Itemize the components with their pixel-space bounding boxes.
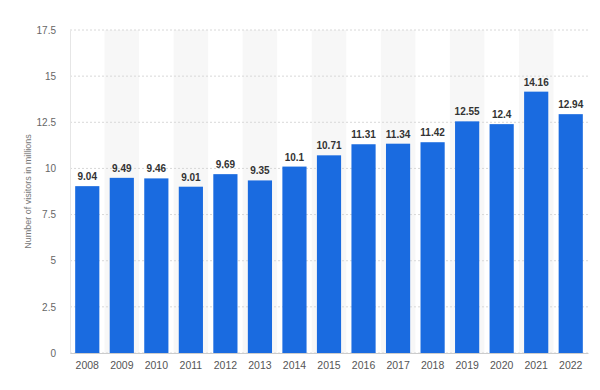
chart: 0 2.5 5 7.5 10 12.5 15 17.5 2008 2009 2010 2011 2012… bbox=[0, 0, 600, 390]
bar bbox=[213, 174, 237, 353]
x-tick: 2013 bbox=[248, 353, 272, 371]
y-tick: 12.5 bbox=[37, 117, 70, 128]
grid-line bbox=[70, 30, 588, 31]
x-tick-label: 2008 bbox=[76, 359, 100, 371]
bar bbox=[179, 187, 203, 353]
bar bbox=[386, 144, 410, 353]
x-tick-label: 2021 bbox=[525, 359, 549, 371]
y-axis-line bbox=[70, 31, 71, 354]
x-tick: 2016 bbox=[352, 353, 376, 371]
x-tick-label: 2016 bbox=[352, 359, 376, 371]
bar bbox=[110, 178, 134, 353]
x-tick: 2012 bbox=[214, 353, 238, 371]
data-label: 9.01 bbox=[181, 172, 201, 183]
data-label: 10.1 bbox=[285, 152, 305, 163]
x-tick-label: 2009 bbox=[110, 359, 134, 371]
x-tick: 2021 bbox=[525, 353, 549, 371]
x-tick: 2009 bbox=[110, 353, 134, 371]
y-tick: 5 bbox=[50, 255, 70, 266]
x-tick-label: 2022 bbox=[559, 359, 583, 371]
y-tick: 10 bbox=[45, 163, 70, 174]
y-tick-label: 17.5 bbox=[37, 25, 57, 36]
y-tick: 2.5 bbox=[42, 302, 70, 313]
data-label: 14.16 bbox=[524, 77, 549, 88]
bar bbox=[282, 167, 306, 353]
y-tick-label: 10 bbox=[45, 163, 57, 174]
data-label: 9.49 bbox=[112, 163, 132, 174]
y-tick-label: 2.5 bbox=[42, 302, 56, 313]
x-tick: 2011 bbox=[180, 353, 203, 371]
y-tick-label: 7.5 bbox=[42, 209, 56, 220]
data-label: 12.55 bbox=[455, 106, 480, 117]
data-label: 11.42 bbox=[420, 127, 445, 138]
x-tick: 2014 bbox=[283, 353, 307, 371]
bars bbox=[75, 92, 583, 353]
data-label: 9.35 bbox=[250, 165, 270, 176]
data-labels: 9.04 9.49 9.46 9.01 9.69 9.35 10.1 10.71 11.31 11… bbox=[78, 77, 584, 183]
bar bbox=[455, 121, 479, 353]
background-stripe bbox=[450, 30, 485, 353]
background-stripe bbox=[519, 30, 554, 353]
data-label: 11.34 bbox=[386, 129, 411, 140]
y-tick: 0 bbox=[50, 348, 70, 359]
background-stripe bbox=[381, 30, 416, 353]
x-tick-label: 2012 bbox=[214, 359, 238, 371]
data-label: 12.4 bbox=[492, 109, 512, 120]
bar bbox=[559, 114, 583, 353]
x-axis-line bbox=[71, 353, 589, 354]
x-tick: 2017 bbox=[386, 353, 410, 371]
x-tick: 2010 bbox=[145, 353, 169, 371]
background-stripe bbox=[174, 30, 209, 353]
grid bbox=[70, 30, 588, 353]
bar bbox=[421, 142, 445, 353]
x-axis: 2008 2009 2010 2011 2012 2013 2014 2015 2016 2017… bbox=[71, 353, 589, 371]
data-label: 9.04 bbox=[78, 171, 98, 182]
data-label: 12.94 bbox=[558, 99, 583, 110]
data-label: 11.31 bbox=[351, 129, 376, 140]
bar bbox=[75, 186, 99, 353]
x-tick: 2022 bbox=[559, 353, 583, 371]
x-tick-label: 2014 bbox=[283, 359, 307, 371]
x-tick-label: 2011 bbox=[180, 359, 203, 371]
x-tick-label: 2015 bbox=[317, 359, 341, 371]
y-tick-label: 5 bbox=[50, 255, 56, 266]
background-stripe bbox=[312, 30, 347, 353]
bar bbox=[490, 124, 514, 353]
data-label: 10.71 bbox=[316, 140, 341, 151]
x-tick: 2019 bbox=[455, 353, 479, 371]
x-tick-label: 2010 bbox=[145, 359, 169, 371]
x-tick-label: 2019 bbox=[455, 359, 479, 371]
background-stripe bbox=[243, 30, 278, 353]
grid-line bbox=[70, 122, 588, 123]
y-axis: 0 2.5 5 7.5 10 12.5 15 17.5 bbox=[37, 25, 71, 359]
stripes bbox=[105, 30, 554, 353]
x-tick: 2018 bbox=[421, 353, 445, 371]
x-tick-label: 2018 bbox=[421, 359, 445, 371]
y-tick-label: 0 bbox=[50, 348, 56, 359]
data-label: 9.69 bbox=[216, 159, 236, 170]
y-tick-label: 15 bbox=[45, 71, 57, 82]
y-tick: 17.5 bbox=[37, 25, 70, 36]
background-stripe bbox=[105, 30, 140, 353]
y-tick: 7.5 bbox=[42, 209, 70, 220]
x-tick: 2015 bbox=[317, 353, 341, 371]
x-tick: 2020 bbox=[490, 353, 514, 371]
bar bbox=[248, 180, 272, 353]
data-label: 9.46 bbox=[147, 163, 167, 174]
x-tick-label: 2017 bbox=[386, 359, 410, 371]
bar bbox=[351, 144, 375, 353]
y-axis-title: Number of visitors in millions bbox=[23, 134, 33, 249]
x-tick-label: 2020 bbox=[490, 359, 514, 371]
bar bbox=[144, 178, 168, 353]
grid-line bbox=[70, 76, 588, 77]
y-tick-label: 12.5 bbox=[37, 117, 57, 128]
x-tick-label: 2013 bbox=[248, 359, 272, 371]
y-tick: 15 bbox=[45, 71, 70, 82]
bar bbox=[317, 155, 341, 353]
x-tick: 2008 bbox=[76, 353, 100, 371]
bar bbox=[524, 92, 548, 353]
